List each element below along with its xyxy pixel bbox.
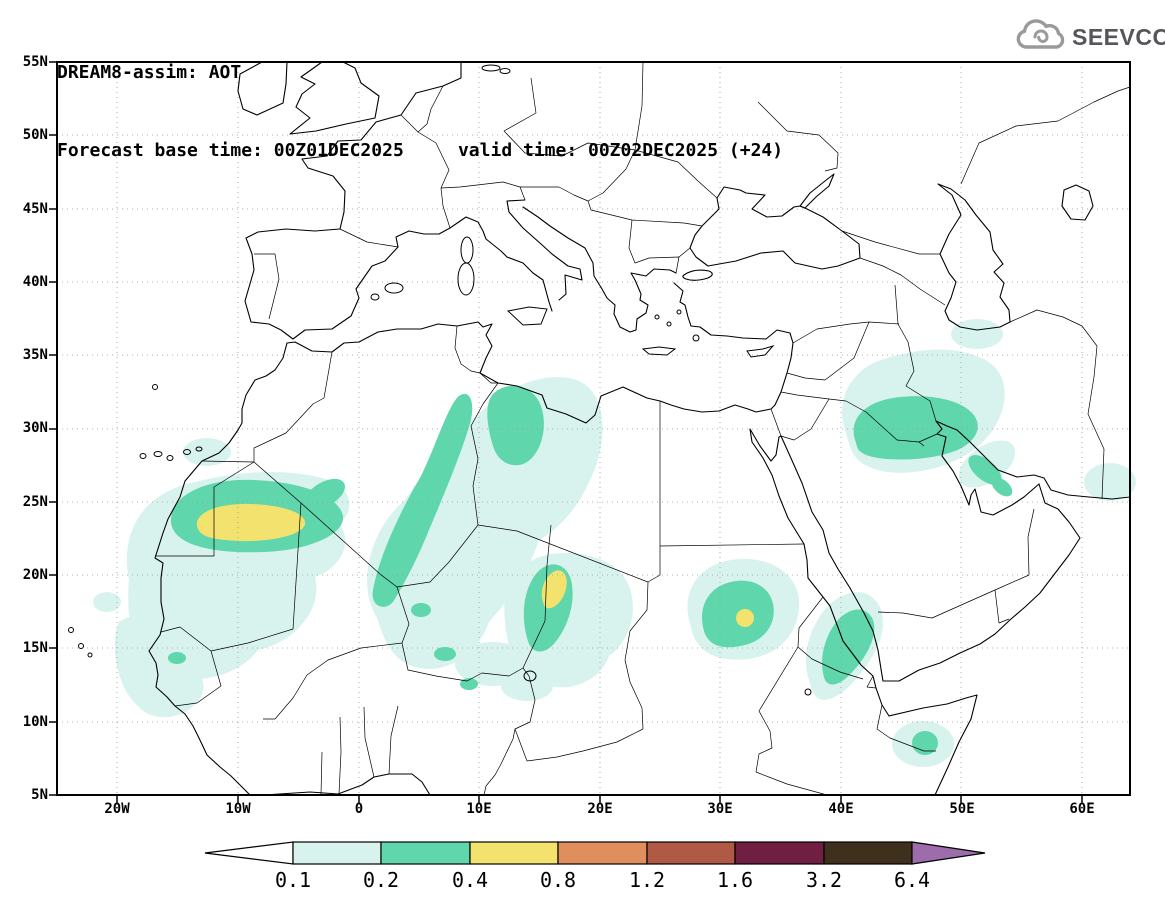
colorbar-label: 0.8 xyxy=(539,868,577,892)
mallorca xyxy=(384,282,404,294)
sicily xyxy=(506,306,548,326)
lon-label: 60E xyxy=(1069,801,1095,817)
cape-verde-island xyxy=(87,652,93,658)
lon-label: 10E xyxy=(466,801,492,817)
caspian-sea xyxy=(937,183,1011,331)
corsica xyxy=(460,236,474,264)
country-borders xyxy=(155,61,1131,796)
lat-label: 50N xyxy=(22,127,48,143)
ibiza xyxy=(370,293,380,301)
title-block: DREAM8-assim: AOT Forecast base time: 00… xyxy=(57,8,783,216)
crete xyxy=(641,346,677,356)
colorbar-label: 6.4 xyxy=(893,868,931,892)
lat-label: 30N xyxy=(22,420,48,436)
plot-title: DREAM8-assim: AOT xyxy=(57,62,242,83)
forecast-time-line: Forecast base time: 00Z01DEC2025 valid t… xyxy=(57,140,784,161)
colorbar-segment xyxy=(292,841,382,865)
aot-contours xyxy=(93,319,1136,767)
aegean-island xyxy=(654,314,660,320)
colorbar-over-arrow xyxy=(911,841,986,865)
aral-sea xyxy=(1061,184,1094,221)
canary-island xyxy=(183,449,191,455)
cloud-logo-icon xyxy=(1015,18,1067,56)
colorbar-under-arrow xyxy=(204,841,294,865)
lat-label: 10N xyxy=(22,714,48,730)
coastline-europe-africa xyxy=(148,61,794,796)
danish-island xyxy=(499,68,511,74)
cape-verde-island xyxy=(78,643,84,649)
seevccc-logo: SEEVCCC xyxy=(1015,18,1165,56)
canary-island xyxy=(166,455,174,461)
lon-label: 50E xyxy=(949,801,975,817)
lat-ticks xyxy=(49,61,57,796)
sardinia xyxy=(457,262,475,296)
colorbar-label: 0.2 xyxy=(362,868,400,892)
colorbar-label: 0.4 xyxy=(451,868,489,892)
aegean-island xyxy=(676,309,682,315)
rhodes xyxy=(692,334,700,342)
lat-label: 35N xyxy=(22,347,48,363)
colorbar xyxy=(204,841,986,865)
canary-island xyxy=(195,446,203,452)
lat-label: 40N xyxy=(22,274,48,290)
colorbar-segment xyxy=(557,841,648,865)
lat-label: 55N xyxy=(22,54,48,70)
lon-label: 20W xyxy=(104,801,130,817)
lat-label: 15N xyxy=(22,640,48,656)
lat-label: 20N xyxy=(22,567,48,583)
lat-label: 25N xyxy=(22,494,48,510)
lon-label: 0 xyxy=(354,801,364,817)
map-frame xyxy=(49,61,1131,803)
lon-ticks xyxy=(116,795,1083,803)
colorbar-label: 3.2 xyxy=(805,868,843,892)
colorbar-segment xyxy=(380,841,471,865)
lon-label: 10W xyxy=(225,801,251,817)
cyprus xyxy=(746,345,775,358)
colorbar-segment xyxy=(469,841,559,865)
aegean-island xyxy=(666,321,672,327)
gridlines xyxy=(57,62,1130,795)
madeira xyxy=(152,384,158,390)
colorbar-label: 1.2 xyxy=(628,868,666,892)
colorbar-segment xyxy=(646,841,736,865)
coastline-arabia-horn xyxy=(749,420,1131,796)
cape-verde-island xyxy=(68,627,74,633)
canary-island xyxy=(139,453,147,459)
black-sea xyxy=(689,186,861,270)
danish-island xyxy=(481,64,501,72)
islands xyxy=(68,64,812,696)
sea-of-azov xyxy=(799,173,835,209)
sea-of-marmara xyxy=(682,269,713,281)
aot-level-0.4-contours xyxy=(196,503,754,627)
lake-tana xyxy=(804,688,812,696)
colorbar-label: 0.1 xyxy=(274,868,312,892)
lat-label: 45N xyxy=(22,201,48,217)
colorbar-label: 1.6 xyxy=(716,868,754,892)
canary-island xyxy=(153,451,163,457)
map-plot xyxy=(49,61,1136,803)
lat-label: 5N xyxy=(31,787,48,803)
great-britain xyxy=(289,61,380,135)
lon-label: 30E xyxy=(707,801,733,817)
logo-text: SEEVCCC xyxy=(1072,23,1165,50)
ireland xyxy=(237,61,288,116)
lon-label: 20E xyxy=(587,801,613,817)
lon-label: 40E xyxy=(828,801,854,817)
colorbar-segment xyxy=(734,841,825,865)
colorbar-segment xyxy=(823,841,913,865)
